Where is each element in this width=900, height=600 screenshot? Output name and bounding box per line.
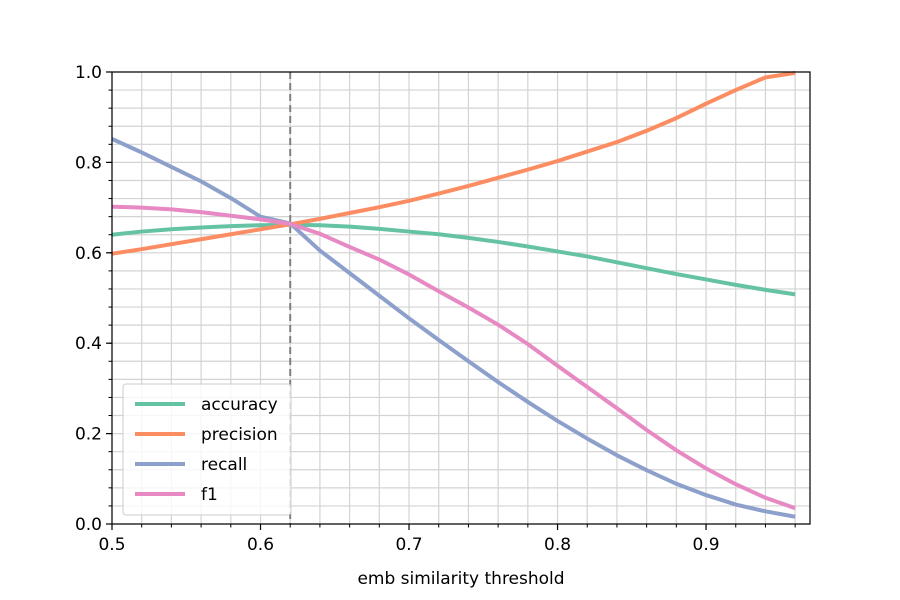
x-axis-label: emb similarity threshold [357, 569, 564, 589]
y-tick-label: 0.6 [75, 244, 102, 264]
y-tick-label: 0.4 [75, 334, 102, 354]
x-tick-label: 0.5 [98, 535, 125, 555]
legend-label-accuracy: accuracy [201, 395, 278, 415]
axis-ticks: 0.5 0.6 0.7 0.8 0.9 0.0 0.2 0.4 0.6 0.8 1.0 [75, 63, 796, 555]
legend-label-precision: precision [201, 425, 278, 445]
y-tick-label: 0.0 [75, 515, 102, 535]
series-line-precision [111, 70, 796, 256]
series-lines [111, 70, 796, 519]
x-tick-label: 0.8 [544, 535, 571, 555]
plot-frame [111, 71, 811, 525]
legend-label-recall: recall [201, 455, 247, 475]
legend: accuracy precision recall f1 [122, 383, 292, 516]
series-line-f1 [111, 204, 796, 511]
y-tick-label: 0.2 [75, 425, 102, 445]
y-tick-label: 1.0 [75, 63, 102, 83]
series-line-recall [111, 137, 796, 519]
legend-box [122, 383, 292, 516]
x-tick-label: 0.6 [247, 535, 274, 555]
x-tick-label: 0.7 [395, 535, 422, 555]
legend-label-f1: f1 [201, 485, 218, 505]
y-tick-label: 0.8 [75, 153, 102, 173]
x-tick-label: 0.9 [693, 535, 720, 555]
series-line-accuracy [111, 222, 796, 297]
